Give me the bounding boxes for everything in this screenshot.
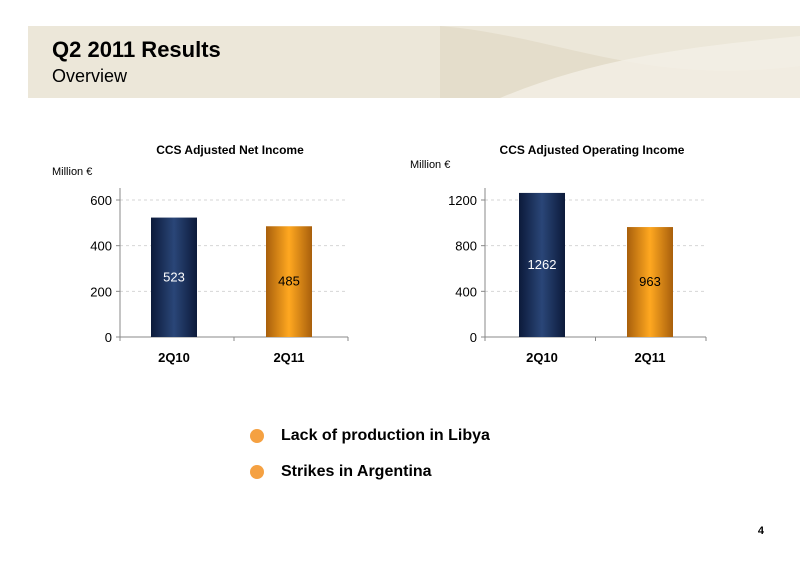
page-number: 4	[757, 525, 764, 537]
slide-header: Q2 2011 Results Overview	[28, 26, 800, 98]
bullet-text: Lack of production in Libya	[281, 427, 490, 444]
chart-net-income-svg: CCS Adjusted Net Income Million € 0 200 400 6…	[52, 143, 349, 365]
bullet-item: Strikes in Argentina	[250, 454, 490, 490]
bar-data-label: 523	[163, 269, 185, 284]
bar	[151, 217, 197, 337]
x-tick-label: 2Q11	[273, 350, 304, 365]
x-tick-label: 2Q10	[158, 350, 190, 365]
bar-data-label: 485	[278, 274, 300, 289]
chart-net-income: CCS Adjusted Net Income Million € 0 200 400 6…	[40, 130, 370, 385]
y-tick-label: 200	[90, 284, 112, 299]
bar	[627, 227, 673, 337]
y-axis-label: Million €	[52, 166, 92, 178]
x-tick-label: 2Q11	[634, 350, 665, 365]
y-tick-label: 0	[105, 330, 112, 345]
bar-data-label: 1262	[528, 257, 557, 272]
bullet-dot-icon	[250, 465, 264, 479]
y-tick-label: 1200	[448, 193, 477, 208]
chart-title: CCS Adjusted Net Income	[156, 143, 304, 157]
bar-data-label: 963	[639, 274, 661, 289]
y-tick-label: 400	[90, 239, 112, 254]
bullet-list: Lack of production in Libya Strikes in A…	[250, 418, 490, 490]
chart-title: CCS Adjusted Operating Income	[500, 143, 685, 157]
y-axis-label: Million €	[410, 159, 450, 171]
bar	[519, 192, 565, 337]
bullet-item: Lack of production in Libya	[250, 418, 490, 454]
x-tick-label: 2Q10	[526, 350, 558, 365]
bullet-dot-icon	[250, 429, 264, 443]
bullet-text: Strikes in Argentina	[281, 463, 432, 480]
chart-operating-income-svg: CCS Adjusted Operating Income Million € 0 4…	[410, 143, 707, 365]
slide-title: Q2 2011 Results	[52, 37, 221, 62]
y-tick-label: 400	[455, 284, 477, 299]
chart-operating-income: CCS Adjusted Operating Income Million € 0 4…	[400, 130, 730, 385]
bar	[266, 226, 312, 337]
y-tick-label: 800	[455, 239, 477, 254]
y-tick-label: 600	[90, 193, 112, 208]
header-wave-decoration	[440, 26, 800, 98]
slide-subtitle: Overview	[52, 66, 128, 86]
y-tick-label: 0	[470, 330, 477, 345]
